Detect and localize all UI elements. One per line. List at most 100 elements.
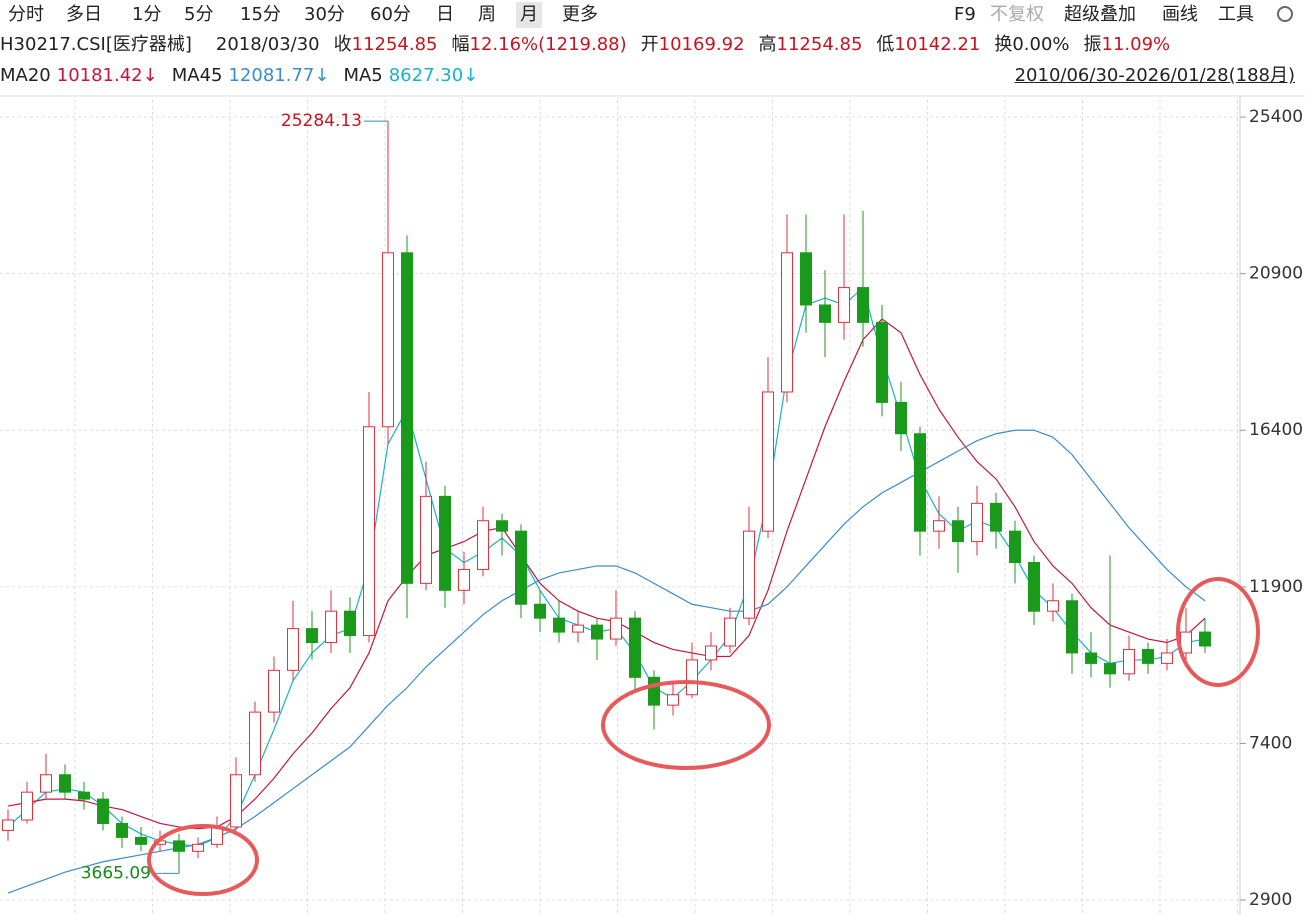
max-label: 25284.13 (281, 111, 362, 131)
tab[interactable]: 多日 (66, 4, 102, 25)
tool-button[interactable]: 画线 (1162, 4, 1198, 25)
tab[interactable]: 更多 (562, 4, 598, 25)
y-tick-label: 11900 (1249, 577, 1303, 597)
code: H30217.CSI[医疗器械] (0, 34, 192, 55)
candle-body (648, 676, 660, 706)
candle-body (1199, 631, 1211, 647)
candle-body (971, 502, 983, 543)
candle-body (629, 617, 641, 678)
candle-body (781, 252, 793, 393)
y-tick-label: 2900 (1249, 890, 1292, 910)
ma-name: MA45 (171, 65, 223, 86)
highlight-circle (147, 824, 259, 896)
field-value: 0.00% (1012, 34, 1070, 55)
tab[interactable]: 30分 (304, 4, 345, 25)
candle-body (230, 774, 242, 828)
candle-body (1104, 662, 1116, 675)
candle-body (97, 798, 109, 824)
candle-body (895, 401, 907, 435)
candle-body (553, 617, 565, 633)
candle-body (135, 836, 147, 845)
candle-body (496, 520, 508, 532)
tab[interactable]: 60分 (370, 4, 411, 25)
date: 2018/03/30 (215, 34, 320, 55)
date-range: 2010/06/30-2026/01/28(188月) (1014, 65, 1295, 86)
candle-body (591, 624, 603, 640)
candle-body (610, 617, 622, 640)
candle-body (477, 520, 489, 570)
candle-body (857, 287, 869, 323)
tab[interactable]: 月 (516, 2, 542, 28)
tool-button[interactable]: 工具 (1218, 4, 1254, 25)
ma-value: 10181.42↓ (56, 65, 158, 86)
candle-body (800, 252, 812, 306)
tab[interactable]: 分时 (8, 4, 44, 25)
tool-button[interactable]: 超级叠加 (1064, 4, 1136, 25)
y-tick-label: 16400 (1249, 420, 1303, 440)
candle-body (306, 628, 318, 644)
field-value: 12.16%(1219.88) (469, 34, 627, 55)
candle-body (2, 819, 14, 831)
candle-body (1009, 530, 1021, 563)
tool-button[interactable]: 不复权 (990, 4, 1044, 25)
candle-body (382, 252, 394, 428)
candle-body (59, 774, 71, 793)
settings-icon[interactable] (1277, 6, 1293, 22)
ma-line (7, 429, 1206, 894)
info-bar: H30217.CSI[医疗器械] 2018/03/30 收11254.85 幅12.1… (0, 30, 1305, 60)
candle-body (515, 530, 527, 605)
candle-body (439, 495, 451, 591)
field-value: 11.09% (1101, 34, 1171, 55)
tool-button[interactable]: F9 (954, 4, 976, 25)
candle-body (1028, 561, 1040, 612)
candle-body (534, 603, 546, 619)
candle-body (933, 520, 945, 532)
field-label: 低 (876, 34, 895, 55)
ma-name: MA20 (0, 65, 51, 86)
candle-body (420, 495, 432, 584)
candle-body (344, 610, 356, 637)
candle-body (401, 252, 413, 584)
candle-body (21, 791, 33, 821)
tab[interactable]: 15分 (240, 4, 281, 25)
candle-body (743, 530, 755, 619)
y-tick-label: 25400 (1249, 107, 1303, 127)
tab[interactable]: 周 (478, 4, 496, 25)
candle-body (173, 840, 185, 852)
candle-body (287, 628, 299, 671)
candle-body (990, 502, 1002, 532)
candle-body (116, 822, 128, 838)
field-label: 收 (333, 34, 352, 55)
candle-body (458, 568, 470, 591)
ma-line (7, 286, 1206, 847)
field-value: 10169.92 (658, 34, 745, 55)
candle-body (686, 659, 698, 696)
tab[interactable]: 日 (436, 4, 454, 25)
candle-body (40, 774, 52, 793)
candle-body (838, 287, 850, 323)
field-label: 开 (640, 34, 659, 55)
highlight-circle (601, 680, 771, 770)
tab[interactable]: 1分 (132, 4, 162, 25)
tab[interactable]: 5分 (184, 4, 214, 25)
field-value: 11254.85 (351, 34, 438, 55)
ma-value: 8627.30↓ (388, 65, 479, 86)
candle-body (914, 433, 926, 532)
field-label: 换 (994, 34, 1013, 55)
candle-body (1161, 652, 1173, 664)
highlight-circle (1176, 577, 1260, 687)
candle-body (325, 610, 337, 644)
y-tick-label: 20900 (1249, 264, 1303, 284)
ma-legend: MA20 10181.42↓ MA45 12081.77↓ MA5 8627.30↓ 201… (0, 61, 1305, 91)
field-label: 振 (1083, 34, 1102, 55)
candle-body (762, 391, 774, 532)
field-label: 幅 (451, 34, 470, 55)
candle-body (724, 617, 736, 647)
candle-body (268, 669, 280, 713)
min-label: 3665.09 (81, 863, 151, 883)
candle-body (1142, 648, 1154, 664)
candle-body (952, 520, 964, 543)
